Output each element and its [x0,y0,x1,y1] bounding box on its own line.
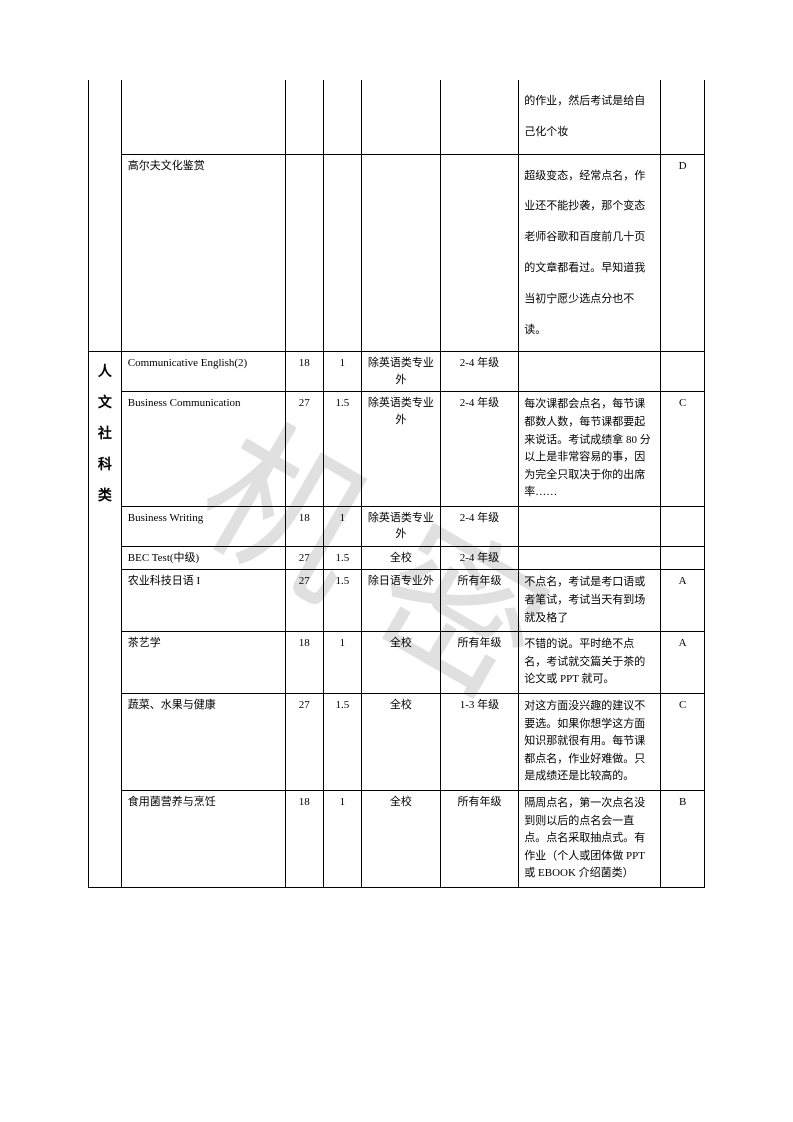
scope-cell: 全校 [362,632,441,694]
credits-cell: 1.5 [323,570,361,632]
scope-cell: 全校 [362,694,441,791]
scope-cell: 除英语类专业外 [362,392,441,507]
grades-cell [440,154,519,352]
hours-cell [285,154,323,352]
hours-cell: 18 [285,506,323,546]
comment-cell [519,352,661,392]
scope-cell: 除日语专业外 [362,570,441,632]
table-row: 人文社科类Communicative English(2)181除英语类专业外2… [89,352,705,392]
grades-cell: 2-4 年级 [440,506,519,546]
hours-cell: 18 [285,352,323,392]
grades-cell: 2-4 年级 [440,392,519,507]
table-row: 茶艺学181全校所有年级不错的说。平时绝不点名，考试就交篇关于茶的论文或 PPT… [89,632,705,694]
credits-cell: 1.5 [323,392,361,507]
grades-cell: 所有年级 [440,570,519,632]
grade-cell: A [661,632,705,694]
comment-cell: 每次课都会点名，每节课都数人数，每节课都要起来说话。考试成绩拿 80 分以上是非… [519,392,661,507]
course-name-cell: 食用菌营养与烹饪 [121,790,285,887]
grade-cell: C [661,392,705,507]
course-name-cell: Business Communication [121,392,285,507]
credits-cell [323,154,361,352]
grade-cell [661,546,705,570]
grade-cell: D [661,154,705,352]
table-row: Business Communication271.5除英语类专业外2-4 年级… [89,392,705,507]
category-cell-empty [89,80,122,352]
table-row: 高尔夫文化鉴赏 超级变态，经常点名，作业还不能抄袭，那个变态老师谷歌和百度前几十页… [89,154,705,352]
credits-cell: 1 [323,352,361,392]
scope-cell: 全校 [362,546,441,570]
table-row: 农业科技日语 I271.5除日语专业外所有年级不点名，考试是考口语或者笔试，考试… [89,570,705,632]
grades-cell: 所有年级 [440,790,519,887]
grades-cell: 2-4 年级 [440,352,519,392]
credits-cell: 1.5 [323,546,361,570]
grade-cell [661,506,705,546]
table-row: BEC Test(中级)271.5全校2-4 年级 [89,546,705,570]
hours-cell: 27 [285,570,323,632]
credits-cell [323,80,361,154]
comment-cell: 的作业，然后考试是给自己化个妆 [519,80,661,154]
grades-cell [440,80,519,154]
hours-cell: 18 [285,632,323,694]
grade-cell: C [661,694,705,791]
course-name-cell: Communicative English(2) [121,352,285,392]
comment-cell [519,546,661,570]
grade-cell: A [661,570,705,632]
course-name-cell: 高尔夫文化鉴赏 [121,154,285,352]
hours-cell: 27 [285,546,323,570]
course-table: 的作业，然后考试是给自己化个妆高尔夫文化鉴赏 超级变态，经常点名，作业还不能抄袭，… [88,80,705,888]
comment-cell: 超级变态，经常点名，作业还不能抄袭，那个变态老师谷歌和百度前几十页 的文章都看过… [519,154,661,352]
scope-cell: 除英语类专业外 [362,506,441,546]
comment-cell: 对这方面没兴趣的建议不要选。如果你想学这方面知识那就很有用。每节课都点名，作业好… [519,694,661,791]
grade-cell: B [661,790,705,887]
course-name-cell: Business Writing [121,506,285,546]
credits-cell: 1 [323,506,361,546]
course-name-cell: 蔬菜、水果与健康 [121,694,285,791]
grades-cell: 2-4 年级 [440,546,519,570]
hours-cell: 27 [285,392,323,507]
table-row: Business Writing181除英语类专业外2-4 年级 [89,506,705,546]
course-name-cell [121,80,285,154]
hours-cell [285,80,323,154]
comment-cell: 不错的说。平时绝不点名，考试就交篇关于茶的论文或 PPT 就可。 [519,632,661,694]
course-name-cell: BEC Test(中级) [121,546,285,570]
table-row: 食用菌营养与烹饪181全校所有年级隔周点名，第一次点名没到则以后的点名会一直点。… [89,790,705,887]
grades-cell: 1-3 年级 [440,694,519,791]
course-name-cell: 茶艺学 [121,632,285,694]
grade-cell [661,352,705,392]
credits-cell: 1 [323,790,361,887]
grades-cell: 所有年级 [440,632,519,694]
grade-cell [661,80,705,154]
scope-cell: 全校 [362,790,441,887]
hours-cell: 18 [285,790,323,887]
scope-cell: 除英语类专业外 [362,352,441,392]
comment-cell [519,506,661,546]
credits-cell: 1.5 [323,694,361,791]
comment-cell: 不点名，考试是考口语或者笔试，考试当天有到场就及格了 [519,570,661,632]
table-row: 的作业，然后考试是给自己化个妆 [89,80,705,154]
comment-cell: 隔周点名，第一次点名没到则以后的点名会一直点。点名采取抽点式。有作业（个人或团体… [519,790,661,887]
credits-cell: 1 [323,632,361,694]
hours-cell: 27 [285,694,323,791]
course-name-cell: 农业科技日语 I [121,570,285,632]
scope-cell [362,154,441,352]
table-row: 蔬菜、水果与健康271.5全校1-3 年级对这方面没兴趣的建议不要选。如果你想学… [89,694,705,791]
scope-cell [362,80,441,154]
category-cell: 人文社科类 [89,352,122,888]
